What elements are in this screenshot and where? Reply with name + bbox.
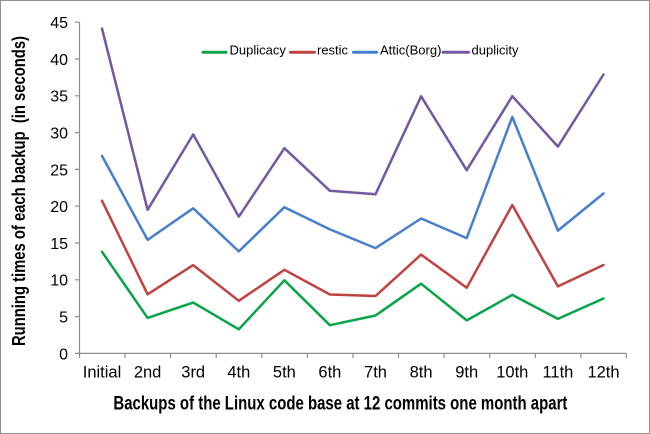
svg-text:Attic(Borg): Attic(Borg) [380,43,441,58]
svg-text:8th: 8th [410,364,433,382]
svg-text:7th: 7th [364,364,387,382]
svg-text:12th: 12th [587,364,619,382]
svg-text:15: 15 [50,236,68,253]
svg-text:5: 5 [59,310,68,327]
svg-text:4th: 4th [227,364,250,382]
svg-text:30: 30 [50,126,68,143]
svg-text:10: 10 [50,273,68,290]
svg-text:9th: 9th [455,364,478,382]
svg-text:0: 0 [59,346,68,363]
svg-text:45: 45 [50,15,68,32]
svg-text:duplicity: duplicity [472,43,519,58]
svg-text:40: 40 [50,52,68,69]
svg-text:Initial: Initial [83,364,122,382]
svg-text:3rd: 3rd [181,364,205,382]
svg-text:35: 35 [50,89,68,106]
svg-text:Backups of the Linux code base: Backups of the Linux code base at 12 com… [113,394,568,415]
svg-text:11th: 11th [542,364,573,382]
svg-text:20: 20 [50,199,68,216]
svg-text:Running times of each backup: Running times of each backup (in seconds… [9,36,29,346]
svg-text:5th: 5th [273,364,296,382]
svg-text:6th: 6th [318,364,341,382]
svg-text:restic: restic [317,43,349,58]
svg-text:Duplicacy: Duplicacy [230,43,287,58]
svg-text:25: 25 [50,162,68,179]
svg-text:10th: 10th [496,364,528,382]
svg-text:2nd: 2nd [134,364,162,382]
